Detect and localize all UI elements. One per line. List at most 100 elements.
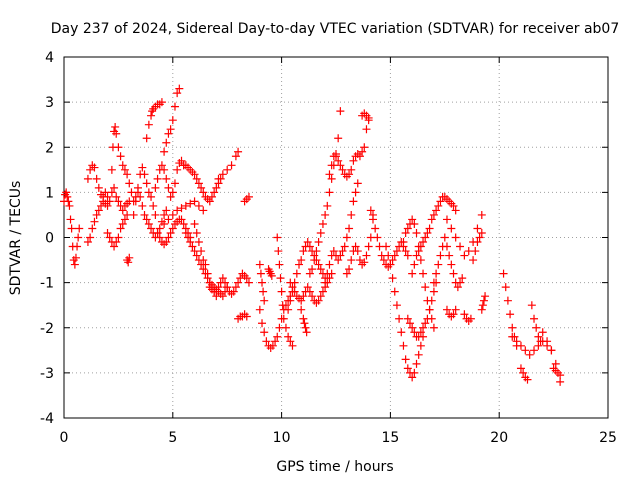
data-point: [118, 206, 127, 215]
data-point: [299, 292, 308, 301]
data-point: [218, 274, 227, 283]
data-point: [421, 233, 430, 242]
data-point: [242, 274, 251, 283]
data-point: [271, 337, 280, 346]
data-point: [399, 238, 408, 247]
y-tick-label: 3: [45, 95, 54, 111]
data-point: [194, 256, 203, 265]
data-point: [314, 238, 323, 247]
data-point: [160, 219, 169, 228]
data-point: [329, 247, 338, 256]
data-point: [410, 260, 419, 269]
data-point: [162, 138, 171, 147]
data-point: [297, 256, 306, 265]
data-point: [305, 287, 314, 296]
chart-title: Day 237 of 2024, Sidereal Day-to-day VTE…: [51, 21, 620, 37]
data-point: [471, 247, 480, 256]
data-point: [124, 258, 133, 267]
data-point: [142, 134, 151, 143]
data-point: [508, 332, 517, 341]
data-point: [192, 174, 201, 183]
data-point: [478, 301, 487, 310]
data-point: [364, 113, 373, 122]
data-point: [442, 215, 451, 224]
data-point: [194, 238, 203, 247]
data-point: [212, 292, 221, 301]
data-point: [442, 242, 451, 251]
data-point: [186, 238, 195, 247]
data-point: [310, 256, 319, 265]
data-point: [325, 274, 334, 283]
data-point: [190, 219, 199, 228]
data-point: [111, 122, 120, 131]
data-point: [449, 269, 458, 278]
data-point: [181, 228, 190, 237]
data-point: [90, 217, 99, 226]
data-point: [477, 228, 486, 237]
data-point: [347, 165, 356, 174]
data-point: [503, 296, 512, 305]
data-point: [451, 305, 460, 314]
data-point: [338, 165, 347, 174]
data-point: [199, 265, 208, 274]
data-point: [118, 219, 127, 228]
data-point: [371, 224, 380, 233]
data-point: [147, 192, 156, 201]
data-point: [168, 188, 177, 197]
data-point: [414, 247, 423, 256]
data-point: [297, 296, 306, 305]
data-point: [351, 188, 360, 197]
data-point: [412, 228, 421, 237]
data-point: [259, 287, 268, 296]
data-point: [408, 373, 417, 382]
data-point: [284, 305, 293, 314]
data-point: [447, 224, 456, 233]
data-point: [456, 278, 465, 287]
data-point: [297, 305, 306, 314]
data-point: [192, 251, 201, 260]
data-point: [399, 341, 408, 350]
data-point: [403, 251, 412, 260]
data-point: [147, 111, 156, 120]
data-point: [229, 287, 238, 296]
data-point: [151, 210, 160, 219]
data-point: [302, 328, 311, 337]
data-point: [325, 188, 334, 197]
data-point: [416, 256, 425, 265]
data-point: [273, 233, 282, 242]
data-point: [382, 242, 391, 251]
data-point: [323, 269, 332, 278]
data-point: [429, 287, 438, 296]
data-point: [63, 192, 72, 201]
data-point: [303, 283, 312, 292]
data-point: [267, 271, 276, 280]
data-point: [255, 305, 264, 314]
data-point: [166, 125, 175, 134]
data-point: [278, 301, 287, 310]
data-point: [434, 260, 443, 269]
data-point: [162, 238, 171, 247]
data-point: [234, 147, 243, 156]
data-point: [345, 265, 354, 274]
data-point: [201, 269, 210, 278]
data-point: [473, 238, 482, 247]
data-point: [366, 206, 375, 215]
data-point: [107, 188, 116, 197]
data-point: [194, 179, 203, 188]
data-point: [427, 296, 436, 305]
data-point: [194, 201, 203, 210]
data-point: [301, 323, 310, 332]
data-point: [190, 170, 199, 179]
data-point: [273, 332, 282, 341]
data-point: [188, 242, 197, 251]
data-point: [516, 364, 525, 373]
data-point: [286, 278, 295, 287]
data-point: [244, 192, 253, 201]
data-point: [166, 228, 175, 237]
data-point: [519, 368, 528, 377]
data-point: [403, 224, 412, 233]
data-point: [64, 197, 73, 206]
data-point: [155, 224, 164, 233]
data-point: [284, 332, 293, 341]
